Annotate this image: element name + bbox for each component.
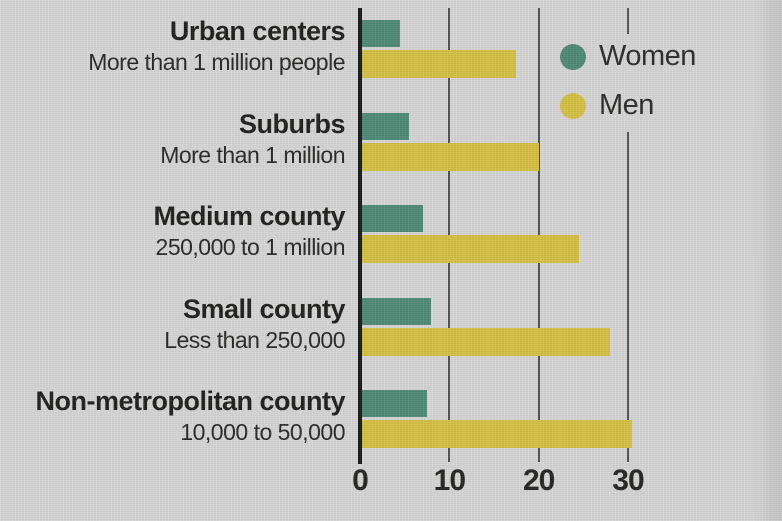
legend-label-men: Men — [599, 89, 654, 121]
men-swatch-circle-icon — [560, 92, 586, 119]
category-label-0: Urban centers More than 1 million people — [88, 18, 345, 76]
category-label-2: Medium county 250,000 to 1 million — [153, 203, 345, 261]
category-title: Non-metropolitan county — [35, 386, 346, 416]
legend-item-women: Women — [560, 40, 696, 73]
legend-item-men: Men — [560, 89, 696, 122]
category-label-1: Suburbs More than 1 million — [160, 108, 346, 169]
category-title: Small county — [182, 293, 346, 324]
x-axis-tick-label-10: 10 — [433, 464, 466, 497]
bar-men-1 — [360, 142, 539, 171]
women-swatch-circle-icon — [560, 43, 586, 70]
x-axis-tick-label-0: 0 — [352, 464, 369, 497]
bar-men-0 — [360, 50, 517, 78]
category-sublabel: Less than 250,000 — [164, 326, 345, 353]
legend: Women Men — [548, 34, 710, 132]
x-axis-tick-label-30: 30 — [612, 464, 644, 497]
bar-men-4 — [360, 420, 633, 448]
category-sublabel: 10,000 to 50,000 — [180, 419, 345, 445]
bar-men-3 — [360, 327, 611, 356]
bar-women-1 — [360, 112, 410, 140]
category-title: Medium county — [153, 201, 345, 231]
category-label-4: Non-metropolitan county 10,000 to 50,000 — [35, 386, 346, 446]
bar-women-2 — [360, 205, 423, 232]
category-sublabel: 250,000 to 1 million — [155, 234, 346, 260]
category-title: Urban centers — [169, 16, 346, 46]
category-title: Suburbs — [238, 108, 346, 139]
category-sublabel: More than 1 million — [160, 141, 345, 168]
bar-women-4 — [360, 390, 427, 417]
category-label-3: Small county Less than 250,000 — [164, 293, 346, 354]
gridline-30 — [626, 8, 629, 462]
bar-women-0 — [360, 20, 401, 47]
bar-women-3 — [360, 297, 432, 325]
y-axis-line — [358, 8, 362, 464]
bar-men-2 — [360, 235, 579, 263]
category-sublabel: More than 1 million people — [88, 49, 345, 75]
x-axis-tick-label-20: 20 — [522, 464, 555, 497]
legend-label-women: Women — [599, 40, 696, 72]
